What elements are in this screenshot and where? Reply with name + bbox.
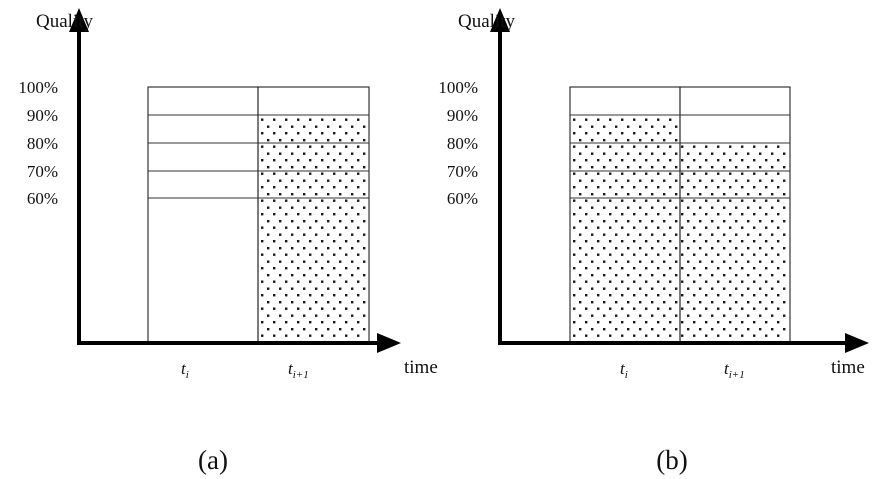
panel-a-column-1-fill bbox=[259, 116, 368, 343]
panel-b-column-0-fill bbox=[571, 116, 679, 343]
panel-b-column-label: ti+1 bbox=[724, 359, 745, 381]
panel-b-caption: (b) bbox=[656, 445, 687, 475]
panel-a-y-tick-label: 90% bbox=[27, 106, 58, 125]
panel-a-y-tick-label: 100% bbox=[18, 78, 58, 97]
panel-a-y-axis-title: Quality bbox=[36, 11, 93, 32]
panel-b-y-tick-label: 70% bbox=[447, 162, 478, 181]
panel-a-fills bbox=[259, 116, 368, 343]
panel-b-col-labels: ti ti+1 bbox=[620, 359, 745, 381]
panel-b-gridlines bbox=[570, 114, 790, 199]
panel-a: Quality time 100% 90% 80% 70% 60% ti ti+1 (a) bbox=[18, 8, 438, 475]
panel-a-y-tick-label: 60% bbox=[27, 189, 58, 208]
panel-a-column-label: ti+1 bbox=[288, 359, 309, 381]
panel-b-column-label: ti bbox=[620, 359, 628, 381]
panel-a-x-axis-title: time bbox=[404, 357, 438, 378]
panel-a-y-tick-label: 70% bbox=[27, 162, 58, 181]
panel-b-y-tick-label: 90% bbox=[447, 106, 478, 125]
panel-a-y-tick-label: 80% bbox=[27, 134, 58, 153]
panel-b-fills bbox=[571, 116, 789, 343]
panel-a-gridlines bbox=[148, 114, 369, 199]
panel-b-y-ticks: 100% 90% 80% 70% 60% bbox=[438, 78, 478, 208]
panel-a-y-arrow-icon bbox=[69, 8, 89, 32]
panel-b-y-arrow-icon bbox=[490, 8, 510, 32]
panel-a-x-arrow-icon bbox=[377, 333, 401, 353]
panel-a-y-ticks: 100% 90% 80% 70% 60% bbox=[18, 78, 58, 208]
panel-b-x-arrow-icon bbox=[845, 333, 869, 353]
panel-b-x-axis-title: time bbox=[831, 357, 865, 378]
panel-a-caption: (a) bbox=[198, 445, 228, 475]
panel-b-column-1-fill bbox=[681, 144, 789, 343]
panel-a-col-labels: ti ti+1 bbox=[181, 359, 309, 381]
panel-b-y-tick-label: 80% bbox=[447, 134, 478, 153]
panel-b-y-axis-title: Quality bbox=[458, 11, 515, 32]
panel-a-column-ti-frame bbox=[147, 86, 259, 344]
panel-b-y-tick-label: 60% bbox=[447, 189, 478, 208]
panel-b: Quality time 100% 90% 80% 70% 60% ti ti+1 (b) bbox=[438, 8, 869, 475]
panel-b-y-tick-label: 100% bbox=[438, 78, 478, 97]
panel-a-column-label: ti bbox=[181, 359, 189, 381]
